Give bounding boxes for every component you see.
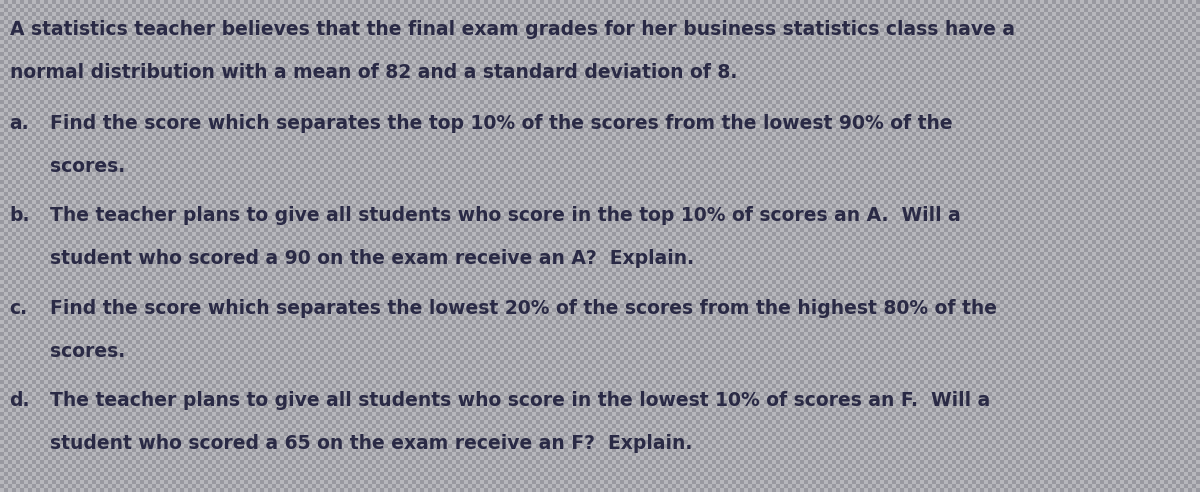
Text: The teacher plans to give all students who score in the lowest 10% of scores an : The teacher plans to give all students w… bbox=[50, 391, 991, 410]
Text: scores.: scores. bbox=[50, 342, 126, 361]
Text: c.: c. bbox=[10, 299, 28, 318]
Text: scores.: scores. bbox=[50, 157, 126, 176]
Text: A statistics teacher believes that the final exam grades for her business statis: A statistics teacher believes that the f… bbox=[10, 20, 1015, 39]
Text: b.: b. bbox=[10, 206, 30, 225]
Text: d.: d. bbox=[10, 391, 30, 410]
Text: student who scored a 65 on the exam receive an F?  Explain.: student who scored a 65 on the exam rece… bbox=[50, 434, 692, 454]
Text: student who scored a 90 on the exam receive an A?  Explain.: student who scored a 90 on the exam rece… bbox=[50, 249, 695, 269]
Text: a.: a. bbox=[10, 114, 29, 133]
Text: normal distribution with a mean of 82 and a standard deviation of 8.: normal distribution with a mean of 82 an… bbox=[10, 63, 737, 82]
Text: Find the score which separates the lowest 20% of the scores from the highest 80%: Find the score which separates the lowes… bbox=[50, 299, 997, 318]
Text: Find the score which separates the top 10% of the scores from the lowest 90% of : Find the score which separates the top 1… bbox=[50, 114, 953, 133]
Text: The teacher plans to give all students who score in the top 10% of scores an A. : The teacher plans to give all students w… bbox=[50, 206, 961, 225]
